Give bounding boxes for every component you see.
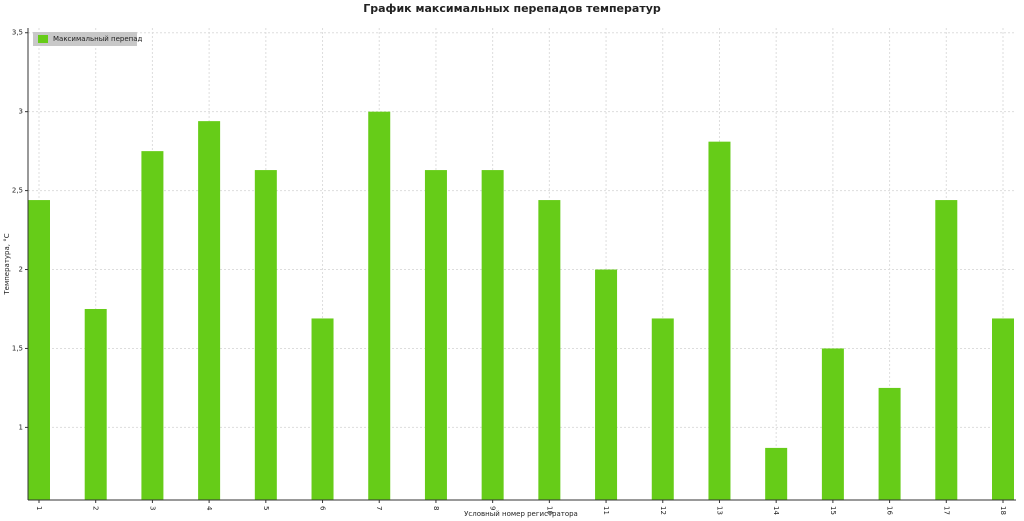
y-tick-label: 3 [19, 108, 23, 116]
bar [992, 318, 1014, 500]
chart-title: График максимальных перепадов температур [363, 2, 661, 15]
bar [481, 170, 504, 500]
x-tick-label: 1 [35, 506, 43, 510]
x-axis-label: Условный номер регистратора [464, 510, 578, 518]
x-tick-label: 18 [999, 506, 1007, 515]
bar [821, 348, 844, 500]
bar [84, 308, 107, 500]
bar [368, 111, 391, 500]
bar [595, 269, 618, 500]
x-tick-label: 13 [715, 506, 723, 515]
y-tick-label: 2,5 [12, 187, 23, 195]
bar [198, 121, 221, 501]
bar [765, 447, 788, 500]
x-tick-label: 4 [205, 506, 213, 511]
legend-box [33, 32, 137, 46]
x-tick-label: 8 [432, 506, 440, 510]
legend-label: Максимальный перепад [53, 35, 143, 43]
bar [28, 200, 50, 500]
y-tick-label: 3,5 [12, 29, 23, 37]
bar [254, 170, 277, 500]
x-tick-label: 3 [148, 506, 156, 510]
x-tick-label: 5 [262, 506, 270, 510]
x-tick-label: 6 [319, 506, 327, 511]
x-tick-label: 12 [659, 506, 667, 515]
bar [311, 318, 334, 500]
x-tick-label: 10 [545, 506, 553, 515]
legend-swatch [38, 35, 48, 43]
x-tick-label: 9 [489, 506, 497, 510]
bar [538, 200, 561, 500]
y-tick-label: 1,5 [12, 344, 23, 352]
x-tick-label: 15 [829, 506, 837, 515]
bar [935, 200, 958, 500]
bar [141, 151, 164, 500]
x-tick-label: 16 [886, 506, 894, 515]
bar [424, 170, 447, 500]
bar [878, 387, 901, 500]
bar [708, 141, 731, 500]
x-tick-label: 17 [942, 506, 950, 515]
x-tick-label: 2 [92, 506, 100, 510]
y-tick-label: 2 [19, 266, 23, 274]
bar [651, 318, 674, 500]
x-tick-label: 7 [375, 506, 383, 510]
x-tick-label: 14 [772, 506, 780, 515]
y-axis-label: Температура, °С [3, 233, 11, 295]
y-tick-label: 1 [19, 423, 23, 431]
x-tick-label: 11 [602, 506, 610, 515]
